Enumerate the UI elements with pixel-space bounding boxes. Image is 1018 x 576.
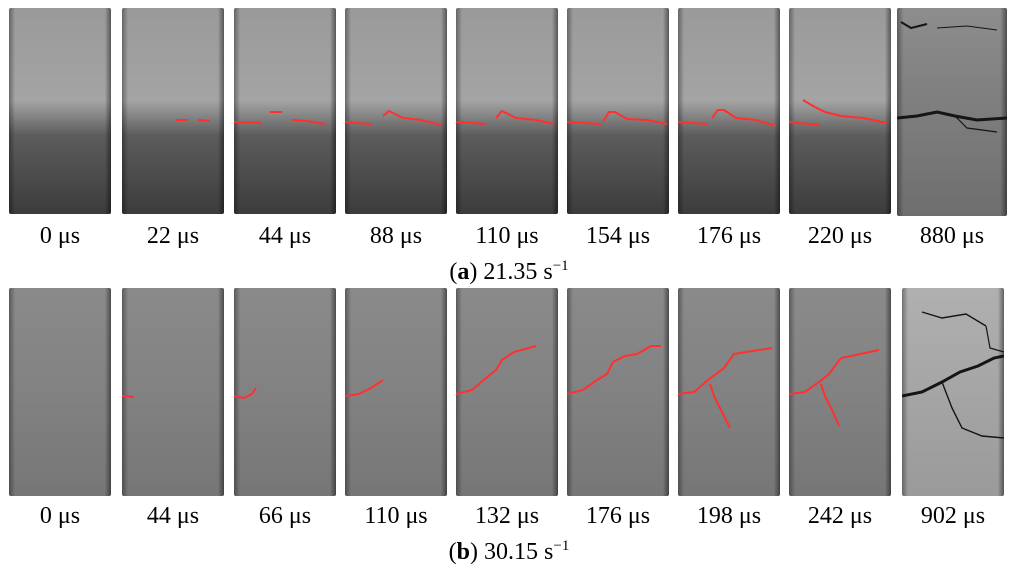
frame-b-9 — [902, 288, 1004, 496]
timestamp-label: 902 μs — [920, 503, 986, 529]
crack-trace — [567, 111, 668, 125]
crack-trace — [176, 119, 211, 122]
panel-caption: (b) 30.15 s−1 — [448, 538, 570, 566]
timestamp-label: 110 μs — [475, 223, 539, 249]
timestamp-label: 176 μs — [585, 503, 651, 529]
frame-a-1 — [9, 8, 111, 214]
crack-trace — [567, 345, 661, 395]
timestamp-label: 110 μs — [364, 503, 428, 529]
timestamp-label: 44 μs — [146, 503, 200, 529]
crack-trace — [234, 387, 257, 400]
crack-trace — [678, 347, 773, 429]
timestamp-label: 880 μs — [919, 223, 985, 249]
unit-exponent: −1 — [553, 538, 570, 554]
frame-b-2 — [122, 288, 224, 496]
panel-caption: (a) 21.35 s−1 — [449, 258, 569, 286]
frame-a-5 — [456, 8, 558, 214]
timestamp-label: 66 μs — [258, 503, 312, 529]
timestamp-label: 44 μs — [258, 223, 312, 249]
crack-trace — [789, 349, 880, 427]
crack-trace — [345, 379, 384, 397]
frame-a-2 — [122, 8, 224, 214]
frame-b-1 — [9, 288, 111, 496]
timestamp-label: 154 μs — [585, 223, 651, 249]
frame-a-7 — [678, 8, 780, 214]
unit-exponent: −1 — [552, 258, 569, 274]
timestamp-label: 198 μs — [696, 503, 762, 529]
crack-trace — [122, 395, 135, 398]
panel-letter: b — [456, 539, 471, 565]
timestamp-label: 0 μs — [39, 503, 81, 529]
crack-trace — [789, 99, 888, 126]
frame-b-6 — [567, 288, 669, 496]
fracture-crack — [902, 311, 1004, 439]
timestamp-label: 132 μs — [474, 503, 540, 529]
timestamp-label: 176 μs — [696, 223, 762, 249]
frame-a-3 — [234, 8, 336, 214]
frame-a-9 — [897, 8, 1007, 216]
frame-b-3 — [234, 288, 336, 496]
crack-trace — [678, 109, 777, 127]
frame-b-7 — [678, 288, 780, 496]
crack-trace — [456, 345, 537, 395]
crack-trace — [456, 109, 555, 125]
frame-a-6 — [567, 8, 669, 214]
strain-rate: 21.35 s — [483, 259, 553, 285]
frame-b-8 — [789, 288, 891, 496]
timestamp-label: 88 μs — [369, 223, 423, 249]
frame-a-4 — [345, 8, 447, 214]
frame-b-5 — [456, 288, 558, 496]
crack-trace — [345, 109, 442, 126]
timestamp-label: 220 μs — [807, 223, 873, 249]
crack-trace — [234, 111, 327, 125]
fracture-crack — [897, 21, 1007, 133]
timestamp-label: 0 μs — [39, 223, 81, 249]
panel-letter: a — [457, 259, 470, 285]
frame-b-4 — [345, 288, 447, 496]
strain-rate: 30.15 s — [484, 539, 554, 565]
frame-a-8 — [789, 8, 891, 214]
timestamp-label: 242 μs — [807, 503, 873, 529]
timestamp-label: 22 μs — [146, 223, 200, 249]
